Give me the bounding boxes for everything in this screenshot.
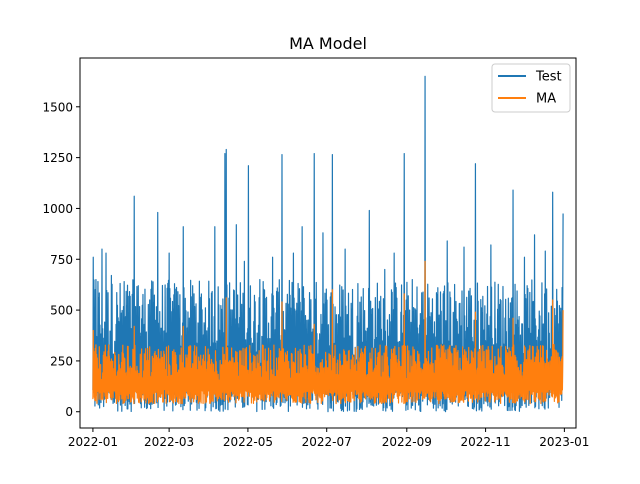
plot-frame xyxy=(79,57,577,429)
series-line-ma xyxy=(92,260,564,405)
series-layer xyxy=(92,75,564,413)
x-tick-label: 2022-01 xyxy=(68,435,118,449)
series-line-test xyxy=(92,75,564,413)
x-axis: 2022-01 2022-03 2022-05 2022-07 2022-09 2022-… xyxy=(68,428,589,449)
x-tick-label: 2022-05 xyxy=(223,435,273,449)
x-tick-label: 2022-03 xyxy=(144,435,194,449)
y-tick-label: 250 xyxy=(50,354,73,368)
y-tick-label: 750 xyxy=(50,253,73,267)
chart-title: MA Model xyxy=(289,34,367,53)
legend-label-test: Test xyxy=(535,70,562,85)
legend-label-ma: MA xyxy=(536,92,556,107)
legend: Test MA xyxy=(491,63,571,113)
x-tick-label: 2023-01 xyxy=(539,435,589,449)
y-axis: 0 250 500 750 1000 1250 1500 xyxy=(42,100,80,419)
y-tick-label: 1000 xyxy=(42,202,73,216)
x-tick-label: 2022-11 xyxy=(461,435,511,449)
y-tick-label: 1500 xyxy=(42,100,73,114)
y-tick-label: 1250 xyxy=(42,151,73,165)
y-tick-label: 0 xyxy=(65,405,73,419)
x-tick-label: 2022-09 xyxy=(382,435,432,449)
x-tick-label: 2022-07 xyxy=(302,435,352,449)
y-tick-label: 500 xyxy=(50,304,73,318)
